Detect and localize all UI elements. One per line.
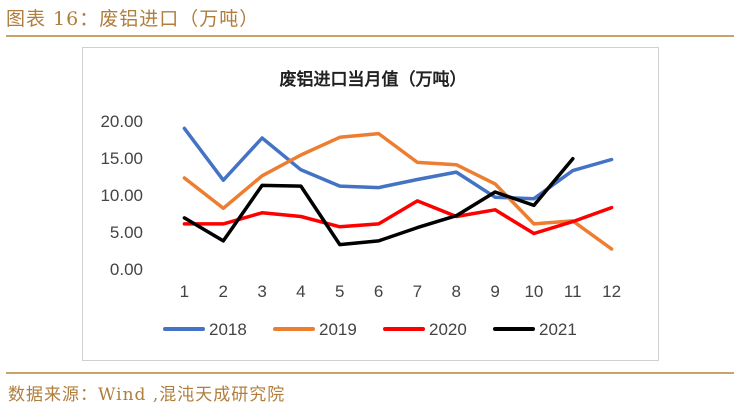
legend-label-2021: 2021: [539, 320, 577, 339]
x-tick-label: 2: [219, 282, 228, 301]
x-tick-label: 10: [524, 282, 543, 301]
x-tick-label: 11: [564, 282, 582, 301]
series-line-2021: [182, 156, 575, 247]
source-note: 数据来源：Wind ,混沌天成研究院: [8, 385, 286, 405]
x-tick-label: 8: [452, 282, 461, 301]
y-tick-label: 15.00: [100, 149, 143, 168]
x-tick-label: 1: [180, 282, 189, 301]
legend-label-2018: 2018: [209, 320, 247, 339]
chart-container: 废铝进口当月值（万吨） 0.00 5.00 10.00 15.00 20.00 1 2 3 4 5…: [82, 47, 659, 361]
x-tick-label: 6: [374, 282, 383, 301]
legend-label-2020: 2020: [429, 320, 467, 339]
x-tick-label: 7: [413, 282, 422, 301]
y-tick-label: 10.00: [100, 186, 143, 205]
top-divider: [6, 35, 734, 37]
y-tick-label: 5.00: [110, 223, 143, 242]
y-tick-label: 0.00: [110, 260, 143, 279]
chart-title: 废铝进口当月值（万吨）: [280, 69, 467, 89]
x-tick-label: 3: [257, 282, 266, 301]
legend-label-2019: 2019: [319, 320, 357, 339]
series-line-2018: [182, 126, 614, 201]
x-tick-label: 9: [490, 282, 499, 301]
figure-title: 图表 16：废铝进口（万吨）: [6, 8, 260, 30]
series-line-2019: [182, 131, 614, 251]
y-tick-label: 20.00: [100, 112, 143, 131]
x-tick-label: 12: [602, 282, 621, 301]
x-tick-label: 4: [296, 282, 305, 301]
series-line-2020: [182, 199, 614, 236]
x-tick-label: 5: [335, 282, 344, 301]
bottom-divider: [6, 372, 734, 374]
